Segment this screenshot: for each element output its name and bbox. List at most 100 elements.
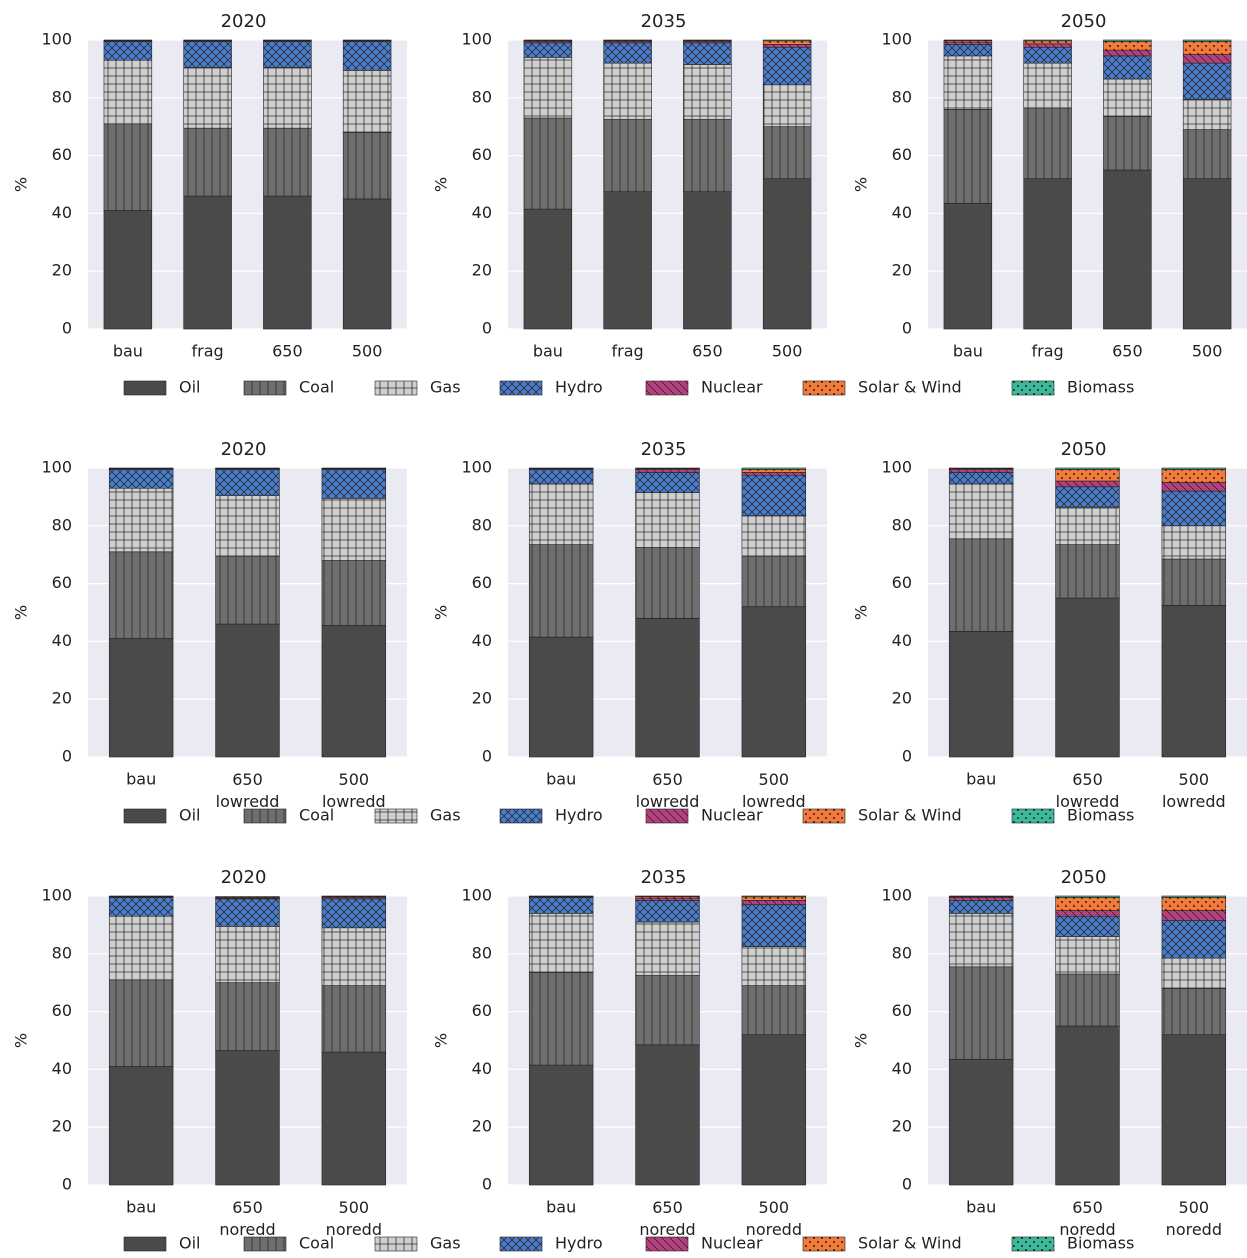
y-tick-label: 80 xyxy=(52,943,72,962)
bar-segment xyxy=(741,985,807,1036)
bar-segment xyxy=(108,487,174,553)
bar-segment xyxy=(215,469,280,496)
bar-segment xyxy=(635,467,700,469)
bar-segment xyxy=(1161,957,1227,989)
bar-segment xyxy=(321,898,387,929)
bar-segment xyxy=(215,982,280,1051)
bar-segment xyxy=(635,492,700,548)
bar-segment xyxy=(342,132,392,200)
bar-segment xyxy=(1103,116,1152,171)
legend-swatch xyxy=(123,808,167,824)
bar-segment xyxy=(741,474,807,516)
y-axis-label: % xyxy=(432,177,451,192)
chart-title: 2035 xyxy=(641,439,687,460)
legend-swatch xyxy=(1011,808,1055,824)
bar-segment xyxy=(528,913,594,973)
bar-segment xyxy=(603,42,652,64)
bar-segment xyxy=(1182,54,1232,64)
x-tick-label: 500 lowredd xyxy=(1162,770,1226,811)
bar-segment xyxy=(741,467,807,470)
bar-segment xyxy=(762,46,812,86)
bar-segment xyxy=(321,560,387,626)
bar-segment xyxy=(183,127,232,197)
bar-segment xyxy=(1161,469,1227,483)
bar-segment xyxy=(1161,897,1227,911)
bar-segment xyxy=(528,636,594,758)
bar-segment xyxy=(948,538,1014,632)
bar-segment xyxy=(215,926,280,983)
bar-segment xyxy=(741,606,807,758)
bar-segment xyxy=(321,625,387,758)
bar-segment xyxy=(1055,1025,1120,1186)
y-tick-label: 0 xyxy=(62,1175,72,1194)
bar-segment xyxy=(948,630,1014,758)
bar-segment xyxy=(215,1050,280,1186)
x-tick-label: 650 noredd xyxy=(1059,1198,1115,1239)
legend-swatch xyxy=(243,380,287,396)
legend-label: Nuclear xyxy=(701,378,763,397)
bar-segment xyxy=(1055,936,1120,975)
bar-segment xyxy=(528,972,594,1066)
bar-segment xyxy=(943,41,993,45)
x-tick-label: bau xyxy=(126,1198,156,1217)
y-tick-label: 20 xyxy=(52,261,72,280)
bar-segment xyxy=(321,1051,387,1186)
x-tick-label: 650 lowredd xyxy=(216,770,280,811)
y-tick-label: 0 xyxy=(902,319,912,338)
bar-segment xyxy=(523,208,573,330)
bar-segment xyxy=(263,41,312,68)
bar-segment xyxy=(321,895,387,897)
bar-segment xyxy=(943,39,993,41)
chart-title: 2020 xyxy=(221,11,267,32)
x-tick-label: bau xyxy=(126,770,156,789)
bar-segment xyxy=(1023,46,1072,64)
x-tick-label: 500 noredd xyxy=(1166,1198,1222,1239)
bar-segment xyxy=(741,946,807,986)
legend-label: Hydro xyxy=(555,1234,603,1253)
bar-segment xyxy=(683,119,732,193)
x-tick-label: frag xyxy=(612,342,644,361)
legend-swatch xyxy=(802,808,846,824)
bar-segment xyxy=(523,117,573,210)
y-tick-label: 100 xyxy=(881,886,912,905)
bar-segment xyxy=(943,55,993,110)
bar-segment xyxy=(1182,98,1232,130)
bar-segment xyxy=(1161,604,1227,758)
bar-segment xyxy=(528,1064,594,1186)
legend-label: Nuclear xyxy=(701,1234,763,1253)
bar-segment xyxy=(741,895,807,898)
y-tick-label: 80 xyxy=(892,943,912,962)
legend-label: Biomass xyxy=(1067,806,1134,825)
bar-segment xyxy=(741,472,807,476)
bar-segment xyxy=(321,469,387,499)
bar-segment xyxy=(108,979,174,1067)
y-tick-label: 60 xyxy=(472,145,492,164)
bar-segment xyxy=(762,39,812,42)
bar-segment xyxy=(603,62,652,120)
bar-segment xyxy=(635,897,700,901)
bar-segment xyxy=(215,896,280,898)
legend-label: Hydro xyxy=(555,806,603,825)
bar-segment xyxy=(741,904,807,947)
bar-segment xyxy=(528,897,594,914)
bar-segment xyxy=(1161,1034,1227,1186)
x-tick-label: 650 noredd xyxy=(639,1198,695,1239)
bar-segment xyxy=(1055,486,1120,508)
bar-segment xyxy=(321,985,387,1053)
y-tick-label: 0 xyxy=(62,747,72,766)
bar-segment xyxy=(635,900,700,923)
bar-segment xyxy=(1023,178,1072,330)
bar-segment xyxy=(342,198,392,330)
bar-segment xyxy=(1103,169,1152,330)
y-tick-label: 100 xyxy=(461,30,492,49)
bar-segment xyxy=(1055,597,1120,758)
bar-segment xyxy=(108,897,174,917)
legend-swatch xyxy=(1011,1236,1055,1252)
bar-segment xyxy=(523,57,573,119)
y-tick-label: 0 xyxy=(902,747,912,766)
bar-segment xyxy=(103,59,153,125)
y-tick-label: 60 xyxy=(472,573,492,592)
legend-label: Coal xyxy=(299,1234,334,1253)
y-tick-label: 80 xyxy=(52,515,72,534)
